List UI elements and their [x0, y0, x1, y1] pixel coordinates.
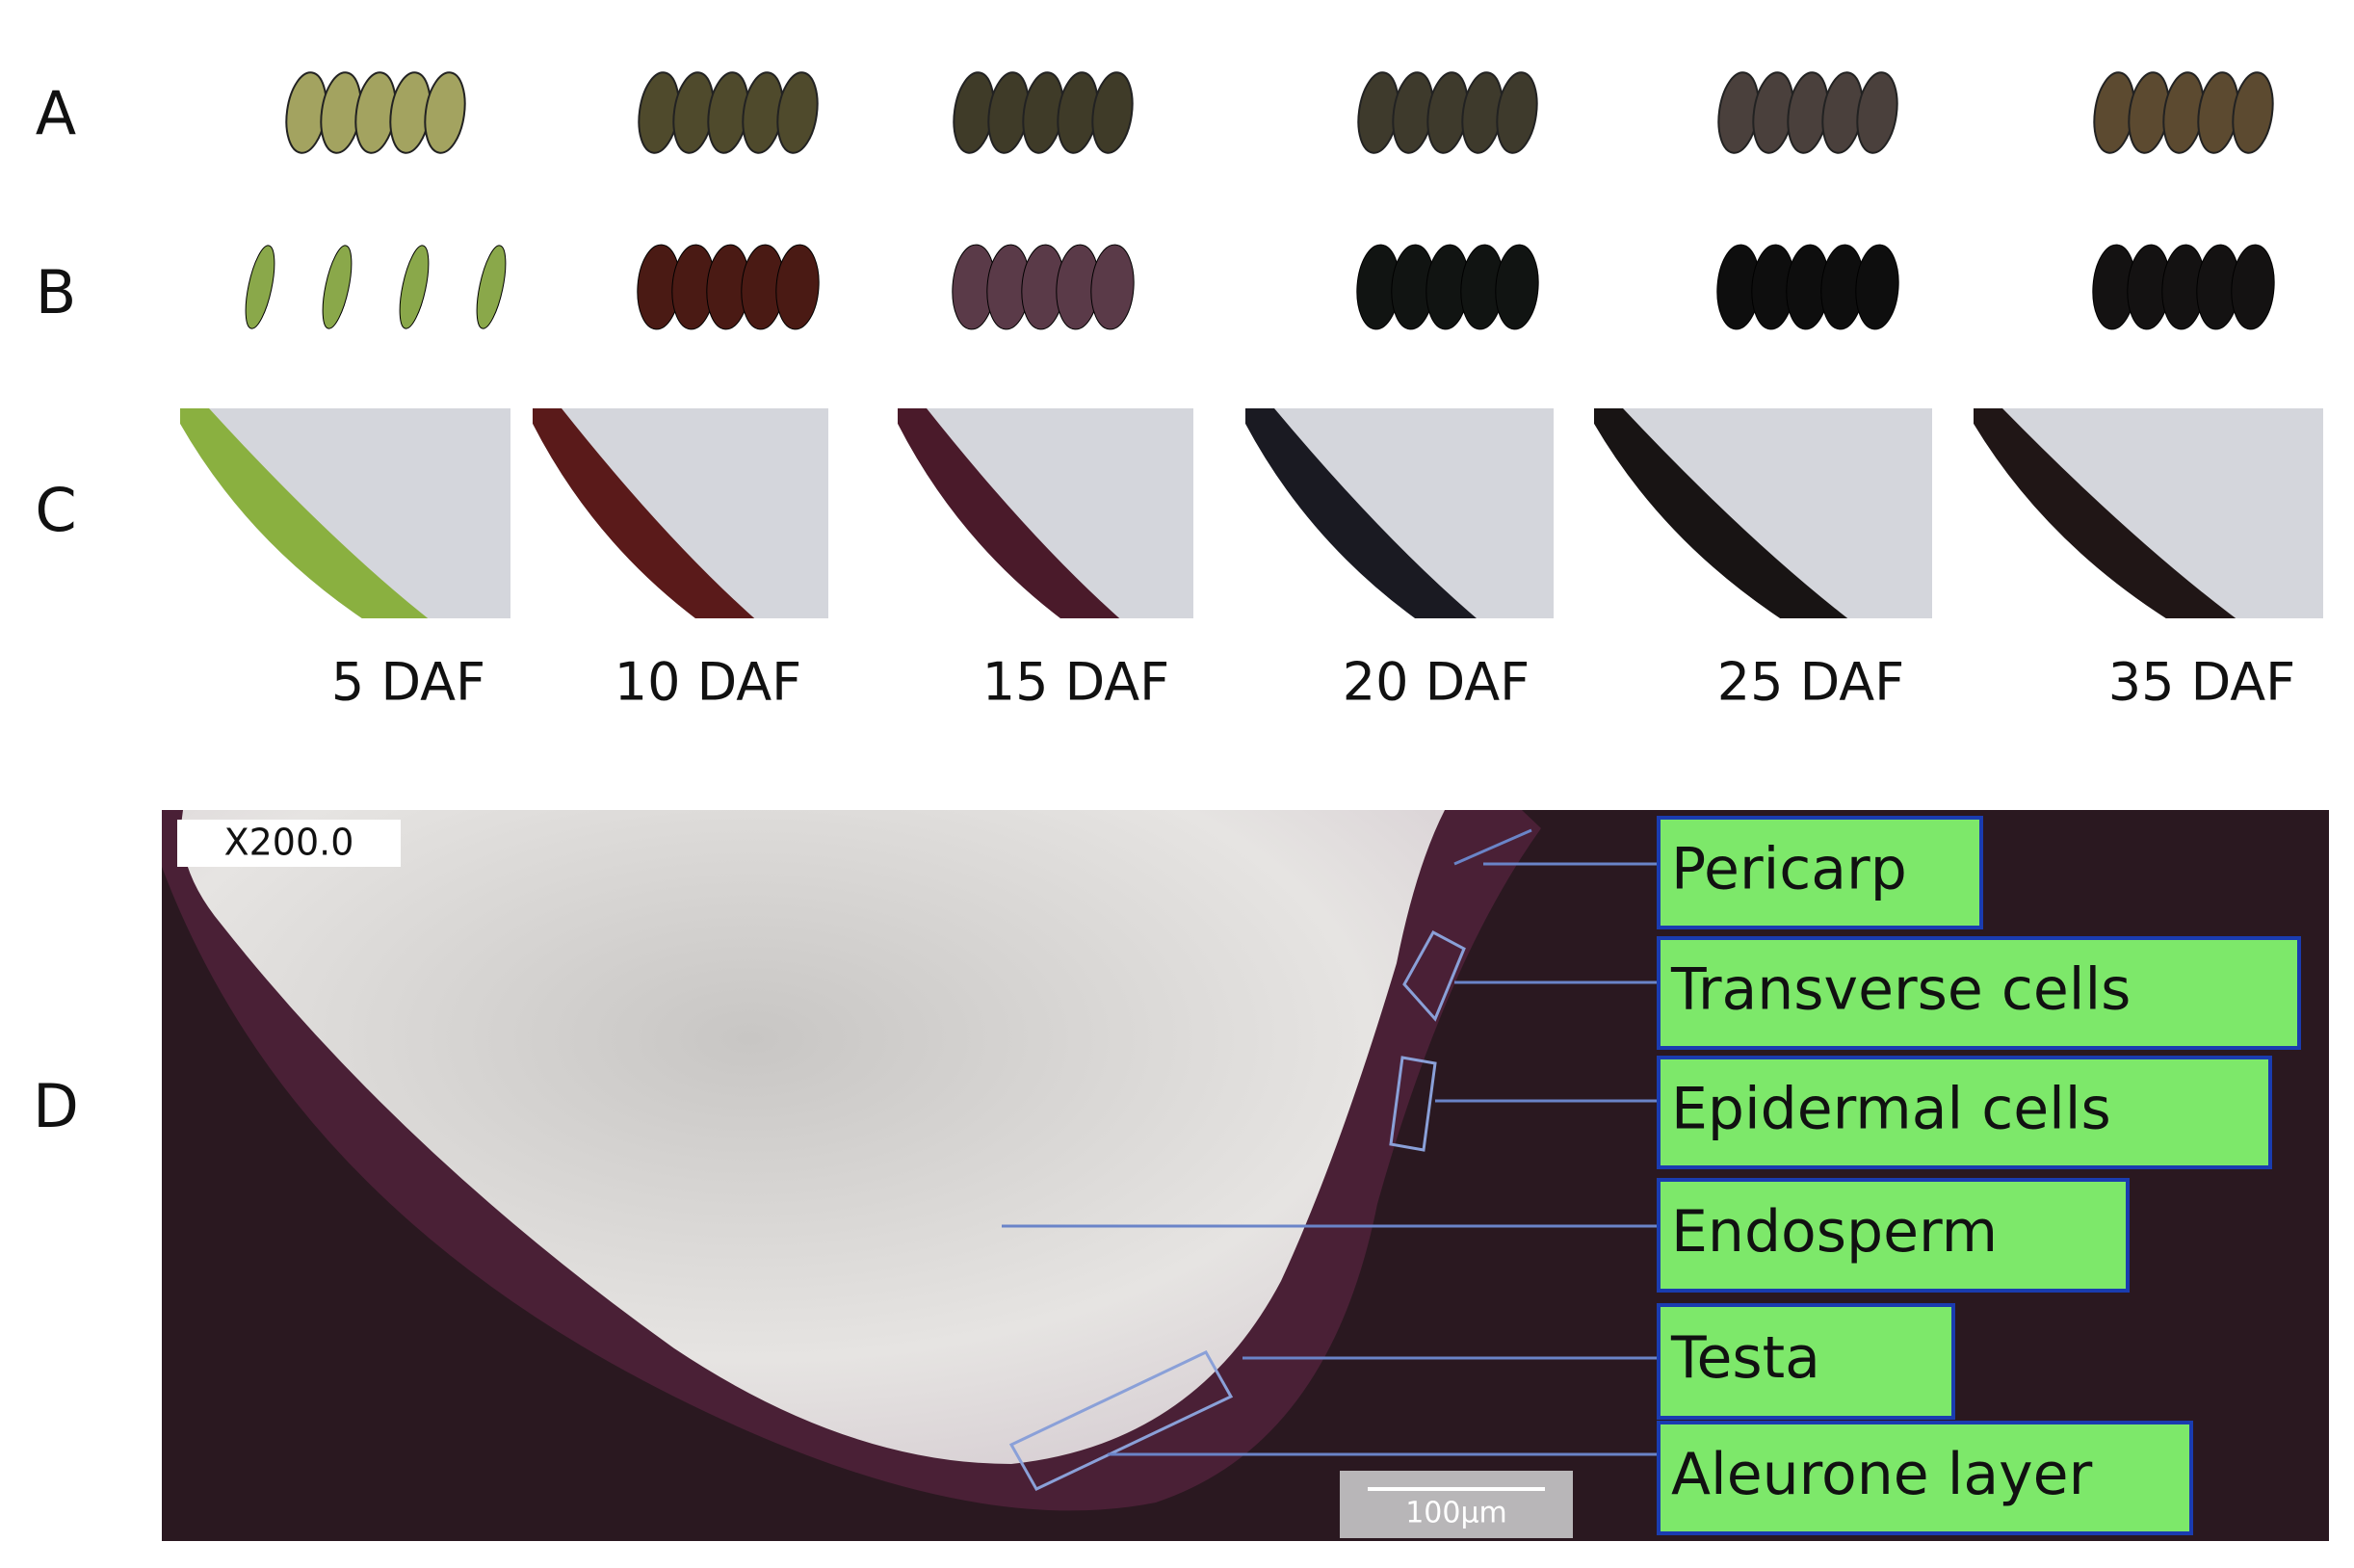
- region-box: [1389, 1056, 1437, 1152]
- seed: [322, 245, 353, 329]
- region-box: [1008, 1350, 1234, 1491]
- seed: [1496, 71, 1538, 154]
- section-rind: [1245, 408, 1477, 618]
- seed-group-a: [953, 71, 1134, 154]
- section-panel: [1245, 408, 1554, 618]
- seed-group-b: [2092, 244, 2275, 330]
- seed: [775, 244, 820, 330]
- row-label: C: [35, 475, 76, 545]
- region-box: [1402, 929, 1466, 1022]
- seed-group-b: [1356, 244, 1539, 330]
- section-panel: [533, 408, 828, 618]
- structure-label: Aleurone layer: [1671, 1441, 2093, 1508]
- section-outer: [1594, 424, 1781, 618]
- scale-bar-label: 100μm: [1405, 1497, 1507, 1530]
- section-outer: [180, 424, 362, 618]
- seed: [1495, 244, 1539, 330]
- structure-label: Epidermal cells: [1671, 1076, 2111, 1143]
- stage-label: 35 DAF: [2108, 652, 2296, 713]
- seed: [1855, 244, 1899, 330]
- leader-line: [1453, 828, 1659, 866]
- seed: [476, 245, 507, 329]
- seed-group-a: [1717, 71, 1898, 154]
- label-box: [1657, 1056, 2272, 1169]
- seed-group-a: [2093, 71, 2274, 154]
- seed: [1090, 244, 1135, 330]
- seed: [399, 245, 430, 329]
- seed-group-b: [1716, 244, 1899, 330]
- micrograph: X200.0 100μm Pericarp Transverse cells Epide…: [162, 810, 2329, 1541]
- stage-label: 25 DAF: [1717, 652, 1905, 713]
- endosperm: [181, 810, 1445, 1464]
- seed: [245, 245, 275, 329]
- seed: [424, 71, 466, 154]
- section-outer: [898, 424, 1060, 618]
- stage-label: 5 DAF: [331, 652, 485, 713]
- seed-group-a: [1357, 71, 1538, 154]
- seed: [1091, 71, 1134, 154]
- structure-label: Transverse cells: [1670, 956, 2131, 1024]
- label-box: [1657, 1303, 1955, 1420]
- section-rind: [898, 408, 1120, 618]
- label-box: [1657, 936, 2301, 1050]
- row-label: B: [36, 257, 77, 327]
- seed-group-b: [637, 244, 820, 330]
- seed: [2232, 71, 2274, 154]
- row-label: D: [33, 1071, 79, 1141]
- row-label: A: [36, 78, 76, 148]
- seed-group-a: [638, 71, 819, 154]
- structure-label: Endosperm: [1671, 1198, 1998, 1266]
- section-outer: [1974, 424, 2166, 618]
- stage-label: 15 DAF: [982, 652, 1170, 713]
- seed: [776, 71, 819, 154]
- section-rind: [1594, 408, 1848, 618]
- stage-label: 20 DAF: [1343, 652, 1530, 713]
- magnification-box: [177, 820, 401, 867]
- section-rind: [533, 408, 755, 618]
- label-box: [1657, 816, 1983, 929]
- section-outer: [1245, 424, 1415, 618]
- seed-group-a: [285, 71, 466, 154]
- structure-label: Testa: [1670, 1324, 1820, 1392]
- structure-label: Pericarp: [1671, 836, 1907, 903]
- section-panel: [1594, 408, 1932, 618]
- seed-group-b: [952, 244, 1135, 330]
- section-panel: [1974, 408, 2323, 618]
- seed-group-b: [245, 245, 507, 329]
- magnification: X200.0: [224, 822, 354, 864]
- section-panel: [898, 408, 1193, 618]
- seed: [1856, 71, 1898, 154]
- section-outer: [533, 424, 695, 618]
- scale-bar-box: [1340, 1471, 1573, 1538]
- section-rind: [1974, 408, 2236, 618]
- label-box: [1657, 1178, 2130, 1293]
- section-rind: [180, 408, 429, 618]
- section-panel: [180, 408, 510, 618]
- seed: [2231, 244, 2275, 330]
- stage-label: 10 DAF: [615, 652, 802, 713]
- label-box: [1657, 1421, 2193, 1535]
